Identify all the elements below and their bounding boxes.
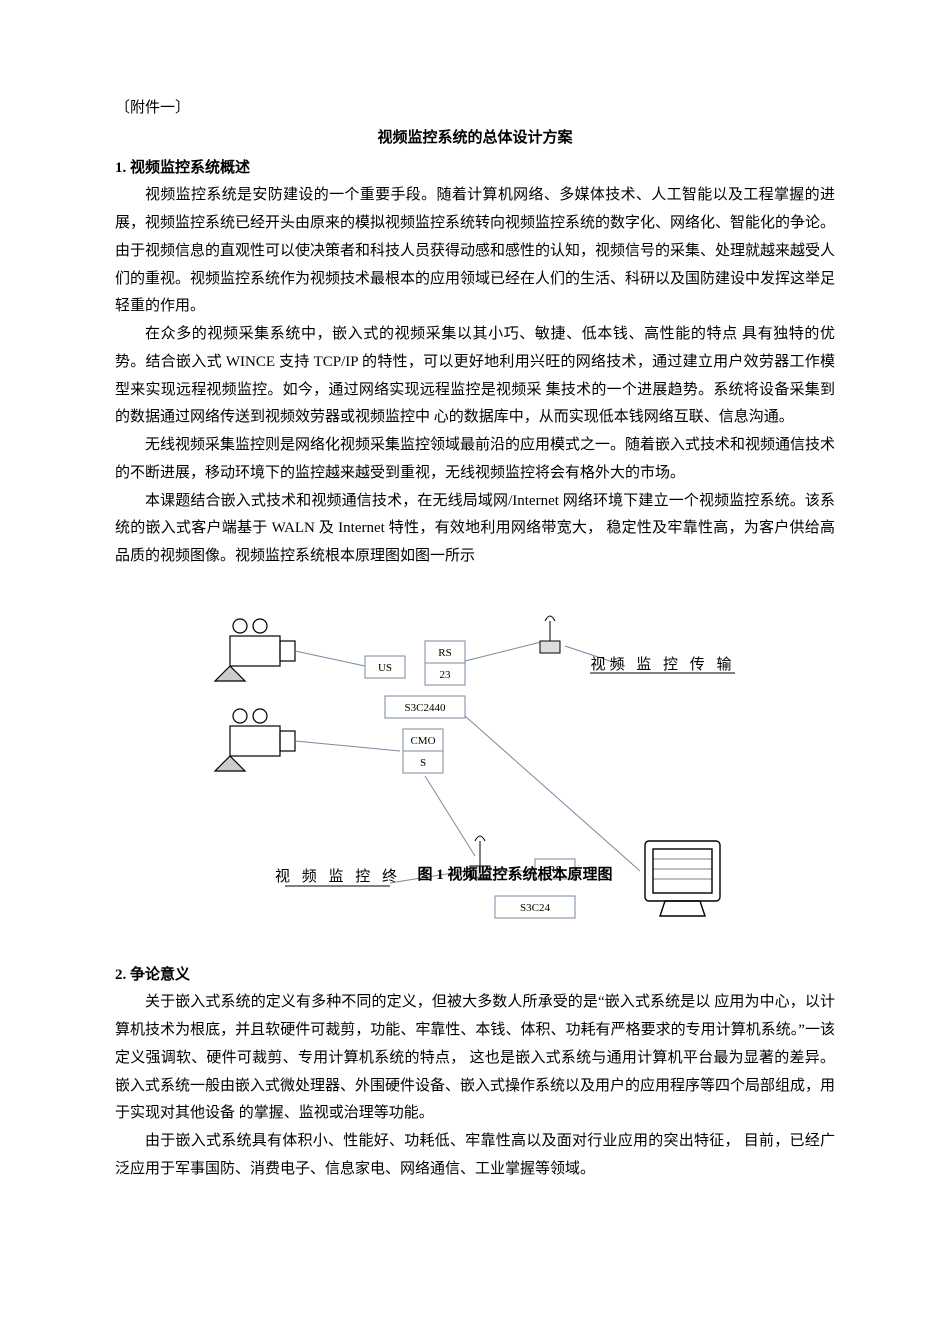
label-terminal-text: 视 频 监 控 终 xyxy=(275,868,401,885)
section-2-heading: 2. 争论意义 xyxy=(115,962,835,990)
paragraph-6: 由于嵌入式系统具有体积小、性能好、功耗低、牢靠性高以及面对行业应用的突出特征， … xyxy=(115,1128,835,1184)
antenna-icon-top xyxy=(540,616,560,653)
box-s3c2440-text: S3C2440 xyxy=(405,702,446,714)
connector-lines xyxy=(295,641,640,871)
box-cmo-text: CMO xyxy=(410,735,435,747)
document-title: 视频监控系统的总体设计方案 xyxy=(115,125,835,153)
box-s-text: S xyxy=(420,757,426,769)
paragraph-3: 无线视频采集监控则是网络化视频采集监控领域最前沿的应用模式之一。随着嵌入式技术和… xyxy=(115,432,835,488)
box-us-text: US xyxy=(378,662,392,674)
figure-1: US RS 23 S3C2440 CMO S xyxy=(115,611,835,962)
figure-1-svg: US RS 23 S3C2440 CMO S xyxy=(195,611,755,951)
box-rs1-text: RS xyxy=(438,647,451,659)
attachment-label: 〔附件一〕 xyxy=(115,95,835,123)
paragraph-4: 本课题结合嵌入式技术和视频通信技术，在无线局域网/Internet 网络环境下建… xyxy=(115,488,835,571)
box-s3c24-text: S3C24 xyxy=(520,902,550,914)
section-1-heading: 1. 视频监控系统概述 xyxy=(115,155,835,183)
label-transmit-text: 视频 监 控 传 输 xyxy=(590,656,735,673)
paragraph-5: 关于嵌入式系统的定义有多种不同的定义，但被大多数人所承受的是“嵌入式系统是以 应… xyxy=(115,989,835,1128)
document-page: 〔附件一〕 视频监控系统的总体设计方案 1. 视频监控系统概述 视频监控系统是安… xyxy=(0,0,950,1344)
figure-caption: 图 1 视频监控系统根本原理图 xyxy=(417,865,612,883)
monitor-icon xyxy=(645,841,720,916)
camera-icon-2 xyxy=(215,709,295,771)
paragraph-1: 视频监控系统是安防建设的一个重要手段。随着计算机网络、多媒体技术、人工智能以及工… xyxy=(115,182,835,321)
camera-icon-1 xyxy=(215,619,295,681)
box-23-text: 23 xyxy=(440,669,452,681)
paragraph-2: 在众多的视频采集系统中，嵌入式的视频采集以其小巧、敏捷、低本钱、高性能的特点 具… xyxy=(115,321,835,432)
